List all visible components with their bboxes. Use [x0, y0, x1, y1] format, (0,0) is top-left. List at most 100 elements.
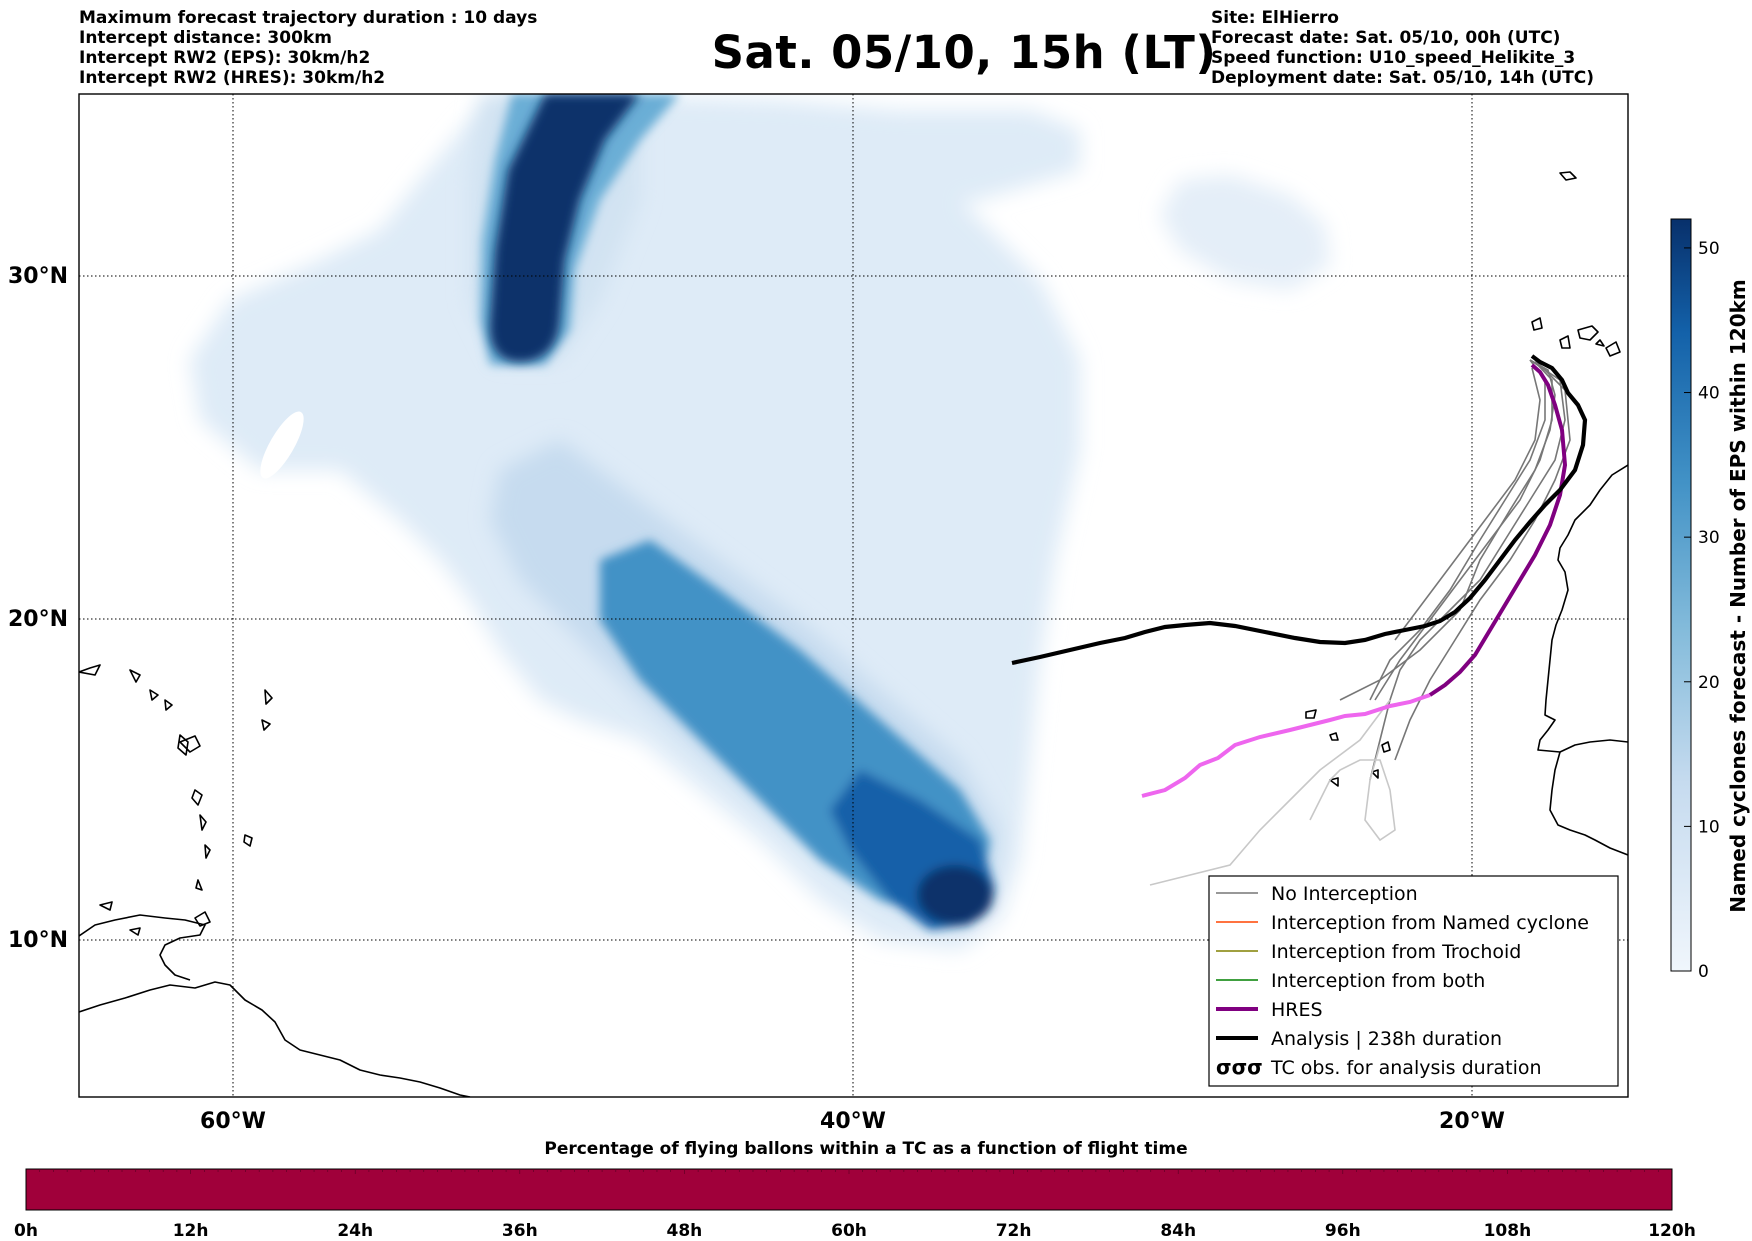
header-right-line: Site: ElHierro	[1211, 8, 1339, 28]
lat-label: 10°N	[8, 928, 68, 953]
header-left-line: Intercept RW2 (EPS): 30km/h2	[79, 48, 371, 68]
legend-item: σσσ TC obs. for analysis duration	[1216, 1055, 1542, 1079]
title-text: Sat. 05/10, 15h (LT)	[711, 26, 1217, 79]
legend-item: No Interception	[1216, 883, 1418, 905]
legend-item: Interception from Trochoid	[1216, 941, 1521, 963]
legend-box	[1208, 875, 1619, 1087]
lat-label: 30°N	[8, 264, 68, 289]
colorbar-bottom-tick-label: 60h	[831, 1221, 867, 1241]
trajectory-faded	[1149, 699, 1391, 886]
lat-label: 20°N	[8, 607, 68, 632]
header-left-line: Intercept RW2 (HRES): 30km/h2	[79, 68, 386, 88]
colorbar-bottom-tick-label: 96h	[1325, 1221, 1361, 1241]
island-cape-verde-3	[1381, 741, 1391, 753]
colorbar-right-gradient	[1670, 218, 1692, 972]
trajectory-faded	[1329, 744, 1396, 842]
density-north-tongue	[480, 94, 680, 365]
colorbar-bottom: Percentage of flying ballons within a TC…	[14, 1139, 1696, 1241]
legend-label: Interception from both	[1271, 970, 1485, 992]
hres-trajectory	[1428, 363, 1568, 697]
header-left: Maximum forecast trajectory duration : 1…	[79, 8, 537, 88]
legend-item: Analysis | 238h duration	[1216, 1028, 1502, 1050]
analysis-trajectory	[1011, 354, 1588, 666]
island-madeira	[1559, 171, 1577, 181]
lon-label: 20°W	[1439, 1109, 1505, 1134]
header-left-line: Intercept distance: 300km	[79, 28, 332, 48]
island-guadeloupe	[179, 735, 201, 753]
legend: No Interception Interception from Named c…	[1208, 875, 1619, 1087]
header-right-line: Speed function: U10_speed_Helikite_3	[1211, 48, 1576, 68]
island-cape-verde-4	[1329, 777, 1339, 787]
density-blob-east	[1160, 175, 1330, 290]
tc-symbol-icon: σσσ	[1216, 1055, 1263, 1079]
faded-trajectories	[1149, 699, 1396, 886]
colorbar-bottom-tick-label: 24h	[337, 1221, 373, 1241]
colorbar-bottom-tick-label: 12h	[173, 1221, 209, 1241]
africa-coast-south	[1549, 751, 1628, 856]
trajectory-grey	[1369, 359, 1546, 701]
colorbar-right-tick-label: 20	[1698, 673, 1720, 693]
legend-label: Interception from Trochoid	[1271, 941, 1521, 963]
colorbar-right-tick-label: 0	[1698, 962, 1709, 982]
hres-past-trajectory	[1141, 693, 1431, 798]
legend-label: TC obs. for analysis duration	[1270, 1057, 1542, 1079]
island-canary-1	[1531, 317, 1543, 331]
colorbar-bottom-tick-label: 72h	[996, 1221, 1032, 1241]
density-envelope-arm	[560, 94, 1080, 380]
coastlines	[79, 171, 1628, 1097]
colorbar-bottom-tick-label: 48h	[667, 1221, 703, 1241]
island-aruba	[99, 901, 113, 911]
africa-coast	[1537, 464, 1628, 753]
colorbar-bottom-tick-label: 108h	[1484, 1221, 1532, 1241]
trajectory-grey	[1394, 367, 1541, 641]
colorbar-right-tick-label: 50	[1698, 239, 1720, 259]
density-gap	[339, 505, 351, 525]
map-border	[78, 93, 1629, 1098]
caribbean-islands-north	[79, 664, 273, 731]
lon-label: 60°W	[200, 1109, 266, 1134]
venezuela-coast	[79, 914, 206, 981]
island-canary-4	[1605, 341, 1621, 357]
density-high	[600, 540, 995, 930]
header-right-line: Deployment date: Sat. 05/10, 14h (UTC)	[1211, 68, 1595, 88]
header-right: Site: ElHierro Forecast date: Sat. 05/10…	[1211, 8, 1594, 88]
colorbar-bottom-tick-label: 0h	[14, 1221, 38, 1241]
colorbar-bottom-tick-label: 84h	[1160, 1221, 1196, 1241]
colorbar-bottom-tick-label: 120h	[1648, 1221, 1696, 1241]
island-canary-5	[1595, 339, 1605, 347]
island-cape-verde-5	[1371, 769, 1379, 779]
island-trinidad	[194, 911, 211, 927]
colorbar-right-label: Named cyclones forecast - Number of EPS …	[1726, 279, 1750, 913]
colorbar-bottom-tick-label: 36h	[502, 1221, 538, 1241]
lesser-antilles	[177, 734, 253, 891]
legend-item: Interception from Named cyclone	[1216, 912, 1589, 934]
island-canary-3	[1577, 325, 1599, 341]
colorbar-right-tick-label: 40	[1698, 384, 1720, 404]
trajectory-grey	[1394, 359, 1571, 761]
density-core-south	[917, 865, 993, 925]
header-right-line: Forecast date: Sat. 05/10, 00h (UTC)	[1211, 28, 1561, 48]
map-content	[79, 94, 1628, 1097]
page-title: Sat. 05/10, 15h (LT)	[0, 26, 1752, 79]
colorbar-bottom-bar	[25, 1168, 1673, 1211]
legend-item: HRES	[1216, 999, 1323, 1021]
colorbar-right-tick-label: 10	[1698, 817, 1720, 837]
density-gap	[260, 411, 304, 479]
colorbar-bottom-title: Percentage of flying ballons within a TC…	[544, 1139, 1187, 1159]
island-bonaire	[129, 927, 141, 936]
legend-label: Interception from Named cyclone	[1271, 912, 1589, 934]
colorbar-right: 50 40 30 20 10 0 Named cyclones forecast - Nu…	[1670, 218, 1750, 982]
island-cape-verde-1	[1305, 709, 1317, 719]
south-america-coast	[79, 981, 471, 1097]
legend-label: No Interception	[1271, 883, 1418, 905]
legend-label: HRES	[1271, 999, 1323, 1021]
island-cape-verde-2	[1329, 732, 1339, 741]
colorbar-right-tick-label: 30	[1698, 528, 1720, 548]
legend-item: Interception from both	[1216, 970, 1485, 992]
trajectory-faded	[1309, 779, 1331, 821]
lon-label: 40°W	[820, 1109, 886, 1134]
island-canary-2	[1559, 335, 1571, 349]
header-left-line: Maximum forecast trajectory duration : 1…	[79, 8, 538, 28]
tongue-core	[489, 94, 640, 362]
